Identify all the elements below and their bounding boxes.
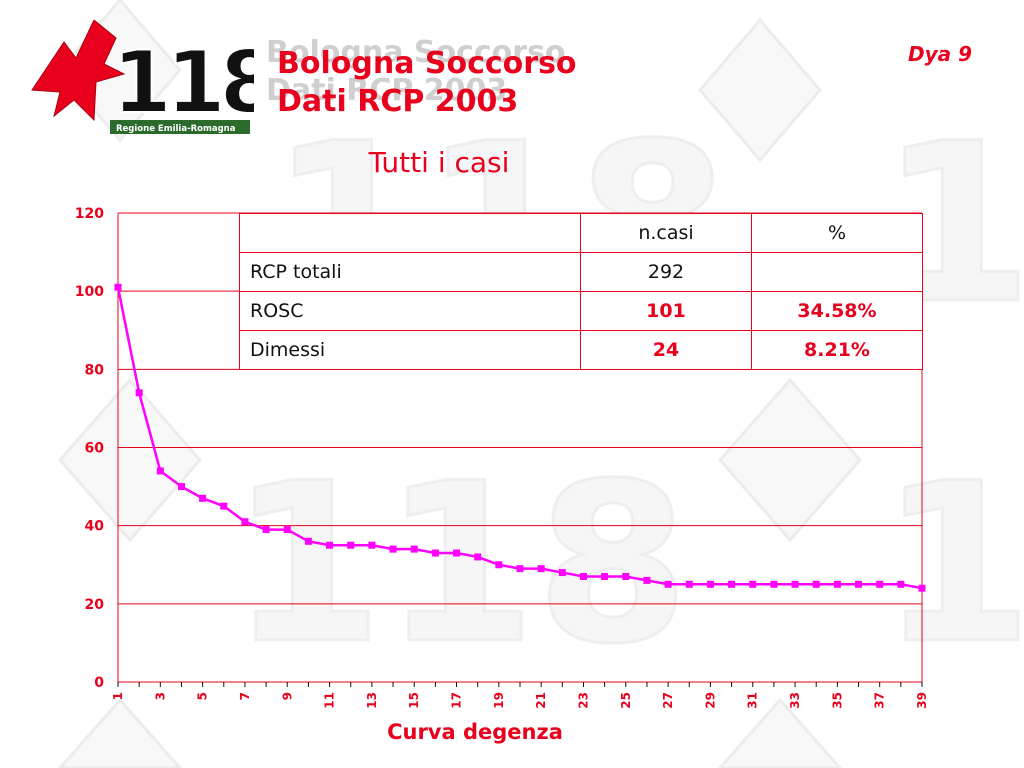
- data-point: [516, 565, 524, 573]
- stats-label: Dimessi: [239, 330, 581, 370]
- data-point: [918, 584, 926, 592]
- data-point: [177, 483, 185, 491]
- stats-header-empty: [239, 213, 581, 253]
- data-point: [728, 580, 736, 588]
- data-point: [706, 580, 714, 588]
- x-tick-label: 37: [873, 692, 887, 709]
- data-point: [431, 549, 439, 557]
- data-point: [537, 565, 545, 573]
- y-tick-label: 60: [85, 441, 105, 457]
- x-tick-label: 31: [746, 692, 760, 709]
- data-point: [368, 541, 376, 549]
- x-tick-label: 39: [915, 692, 929, 709]
- stats-row-rosc: ROSC 101 34.58%: [239, 291, 923, 331]
- x-tick-label: 11: [323, 692, 337, 709]
- svg-text:1: 1: [880, 436, 1024, 692]
- y-tick-label: 80: [85, 362, 105, 378]
- y-tick-label: 100: [75, 284, 104, 300]
- stats-percent: [751, 252, 923, 292]
- stats-percent: 8.21%: [751, 330, 923, 370]
- logo-118: 118 Regione Emilia-Romagna: [31, 20, 254, 134]
- x-tick-label: 1: [111, 692, 125, 700]
- x-axis-label: Curva degenza: [387, 720, 563, 744]
- data-point: [749, 580, 757, 588]
- y-tick-label: 0: [94, 675, 104, 691]
- data-point: [558, 569, 566, 577]
- data-point: [474, 553, 482, 561]
- slide-id: Dya 9: [907, 42, 972, 66]
- x-tick-label: 15: [407, 692, 421, 709]
- data-point: [812, 580, 820, 588]
- stats-header-percent: %: [751, 213, 923, 253]
- page-title-line2: Dati RCP 2003: [277, 84, 519, 119]
- data-point: [791, 580, 799, 588]
- data-point: [833, 580, 841, 588]
- data-point: [770, 580, 778, 588]
- data-point: [601, 572, 609, 580]
- y-tick-label: 20: [85, 597, 105, 613]
- data-point: [495, 561, 503, 569]
- data-point: [283, 526, 291, 534]
- data-point: [135, 389, 143, 397]
- data-point: [855, 580, 863, 588]
- logo-star-icon: [31, 20, 126, 122]
- data-point: [622, 572, 630, 580]
- stats-header-row: n.casi %: [239, 213, 923, 253]
- x-tick-label: 23: [576, 692, 590, 709]
- stats-header-count: n.casi: [580, 213, 752, 253]
- x-tick-label: 13: [365, 692, 379, 709]
- data-point: [156, 467, 164, 475]
- data-point: [897, 580, 905, 588]
- stats-row-rcp: RCP totali 292: [239, 252, 923, 292]
- x-tick-label: 33: [788, 692, 802, 709]
- data-point: [643, 576, 651, 584]
- series-layer: [114, 283, 926, 592]
- x-tick-label: 21: [534, 692, 548, 709]
- stats-label: RCP totali: [239, 252, 581, 292]
- data-point: [685, 580, 693, 588]
- data-point: [453, 549, 461, 557]
- stats-percent: 34.58%: [751, 291, 923, 331]
- data-point: [220, 502, 228, 510]
- stats-table: n.casi % RCP totali 292 ROSC 101 34.58% …: [239, 213, 923, 370]
- data-point: [326, 541, 334, 549]
- y-tick-label: 40: [85, 519, 105, 535]
- stats-row-dimessi: Dimessi 24 8.21%: [239, 330, 923, 370]
- x-tick-label: 35: [830, 692, 844, 709]
- logo-region-text: Regione Emilia-Romagna: [116, 124, 236, 134]
- x-tick-label: 17: [450, 692, 464, 709]
- title-shadow-line1: Bologna Soccorso: [266, 35, 566, 70]
- stats-count: 292: [580, 252, 752, 292]
- x-tick-label: 27: [661, 692, 675, 709]
- data-point: [579, 572, 587, 580]
- data-point: [664, 580, 672, 588]
- logo-number: 118: [112, 33, 254, 133]
- data-point: [347, 541, 355, 549]
- data-point: [410, 545, 418, 553]
- y-tick-label: 120: [75, 206, 104, 222]
- stats-label: ROSC: [239, 291, 581, 331]
- x-tick-label: 29: [703, 692, 717, 709]
- x-tick-label: 25: [619, 692, 633, 709]
- stats-count: 101: [580, 291, 752, 331]
- data-point: [876, 580, 884, 588]
- x-tick-label: 5: [196, 692, 210, 700]
- data-point: [199, 494, 207, 502]
- x-tick-label: 3: [153, 692, 167, 700]
- svg-text:118: 118: [230, 436, 689, 692]
- title-shadow-line2: Dati RCP 2003: [266, 73, 508, 108]
- data-point: [241, 518, 249, 526]
- x-tick-label: 7: [238, 692, 252, 700]
- chart-subtitle: Tutti i casi: [368, 146, 510, 179]
- data-point: [262, 526, 270, 534]
- data-point: [389, 545, 397, 553]
- x-tick-label: 9: [280, 692, 294, 700]
- x-tick-label: 19: [492, 692, 506, 709]
- page-title-line1: Bologna Soccorso: [277, 46, 577, 81]
- stats-count: 24: [580, 330, 752, 370]
- data-point: [114, 283, 122, 291]
- data-point: [304, 537, 312, 545]
